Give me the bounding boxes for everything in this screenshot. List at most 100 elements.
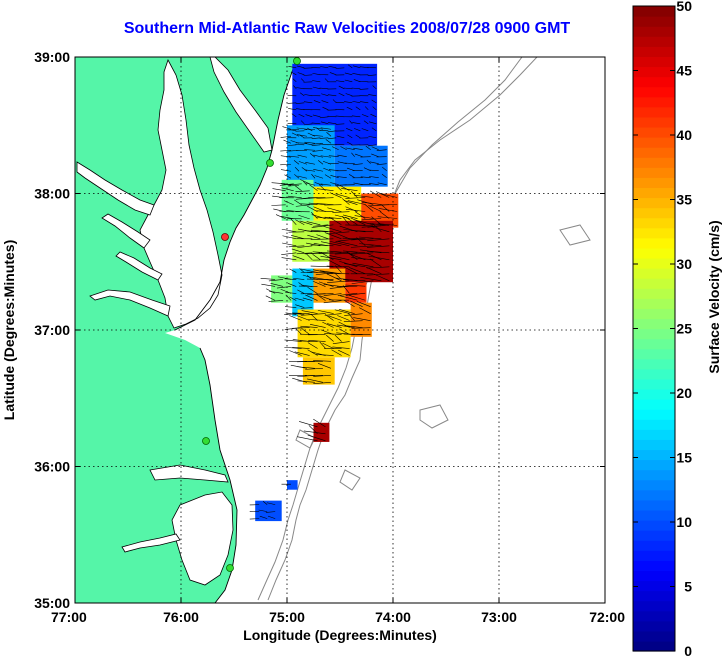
velocity-arrow	[338, 349, 350, 356]
velocity-arrow	[327, 259, 342, 268]
velocity-arrow	[310, 238, 334, 240]
colorbar-segment	[633, 600, 675, 612]
colorbar-segment	[633, 177, 675, 189]
velocity-arrow	[317, 160, 324, 165]
velocity-arrow	[341, 198, 350, 205]
velocity-arrow	[316, 354, 334, 356]
colorbar-segment	[633, 6, 675, 17]
velocity-arrow	[280, 163, 292, 166]
velocity-arrow	[348, 174, 355, 178]
velocity-arrow	[292, 346, 310, 349]
velocity-arrow	[361, 218, 382, 221]
velocity-arrow	[285, 312, 297, 315]
velocity-arrow	[354, 211, 366, 219]
velocity-arrow	[269, 291, 284, 294]
velocity-arrow	[287, 195, 302, 199]
colorbar-segment	[633, 590, 675, 602]
velocity-arrow	[343, 214, 358, 219]
velocity-arrow	[367, 144, 377, 147]
velocity-arrow	[323, 167, 332, 172]
velocity-arrow	[288, 108, 297, 111]
velocity-arrow	[328, 122, 337, 125]
velocity-arrow	[281, 252, 297, 256]
colorbar-segment	[633, 610, 675, 622]
velocity-arrow	[295, 327, 302, 335]
velocity-arrow	[265, 511, 276, 513]
velocity-arrow	[347, 200, 366, 205]
velocity-arrow	[301, 328, 310, 335]
velocity-arrow	[364, 204, 374, 212]
colorbar-segment	[633, 550, 675, 561]
velocity-arrow	[313, 154, 324, 158]
velocity-arrow	[335, 101, 345, 104]
colorbar-segment	[633, 298, 675, 309]
y-tick-label: 35:00	[34, 595, 70, 611]
velocity-arrow	[260, 277, 276, 280]
velocity-arrow	[280, 155, 292, 158]
velocity-arrow	[279, 210, 294, 213]
velocity-arrow	[325, 334, 334, 342]
bathymetry-contour	[295, 224, 591, 491]
velocity-arrow	[355, 134, 361, 139]
velocity-arrow	[296, 108, 305, 111]
colorbar-segment	[633, 409, 675, 420]
colorbar-segment	[633, 338, 675, 350]
colorbar-tick-label: 50	[676, 0, 692, 14]
velocity-arrow	[290, 218, 297, 226]
velocity-arrow	[349, 120, 353, 125]
velocity-arrow	[376, 149, 387, 151]
velocity-arrow	[298, 113, 305, 118]
velocity-arrow	[354, 153, 363, 158]
velocity-arrow	[353, 79, 361, 83]
velocity-arrow	[371, 216, 382, 226]
velocity-arrow	[297, 289, 305, 294]
velocity-arrow	[309, 323, 326, 328]
velocity-arrow	[352, 72, 361, 76]
colorbar-segment	[633, 580, 675, 592]
velocity-arrow	[283, 200, 294, 206]
velocity-arrow	[306, 253, 313, 261]
velocity-arrow	[371, 146, 379, 151]
velocity-arrow	[303, 101, 313, 104]
velocity-arrow	[297, 175, 308, 179]
velocity-arrow	[325, 314, 334, 321]
velocity-arrow	[332, 341, 350, 344]
velocity-arrow	[350, 252, 374, 255]
velocity-arrow	[304, 169, 316, 172]
velocity-arrow	[368, 183, 379, 186]
velocity-arrow	[361, 114, 369, 118]
velocity-arrow	[288, 155, 300, 158]
velocity-arrow	[330, 175, 339, 179]
velocity-arrow	[348, 267, 366, 275]
velocity-arrow	[368, 121, 377, 125]
velocity-arrow	[291, 132, 300, 137]
velocity-arrow	[344, 162, 355, 165]
velocity-arrow	[345, 197, 366, 199]
velocity-arrow	[266, 288, 276, 294]
velocity-arrow	[378, 208, 398, 212]
velocity-arrow	[288, 245, 305, 248]
velocity-arrow	[328, 155, 339, 158]
velocity-arrow	[312, 86, 321, 90]
velocity-arrow	[291, 113, 297, 118]
velocity-arrow	[344, 300, 355, 307]
velocity-arrow	[275, 214, 286, 220]
velocity-arrow	[351, 115, 361, 118]
velocity-arrow	[322, 342, 334, 349]
velocity-arrow	[307, 205, 318, 212]
velocity-arrow	[352, 163, 363, 166]
velocity-arrow	[297, 245, 313, 249]
velocity-arrow	[307, 378, 323, 383]
colorbar-segment	[633, 227, 675, 239]
velocity-arrow	[340, 146, 347, 150]
velocity-arrow	[297, 366, 315, 369]
velocity-arrow	[320, 127, 332, 130]
colorbar-tick-label: 10	[676, 514, 692, 530]
velocity-arrow	[354, 194, 374, 198]
velocity-arrow	[345, 147, 355, 151]
velocity-arrow	[304, 149, 316, 151]
velocity-arrow	[302, 180, 308, 186]
velocity-arrow	[338, 85, 345, 90]
colorbar-segment	[633, 247, 675, 259]
velocity-arrow	[359, 66, 369, 69]
